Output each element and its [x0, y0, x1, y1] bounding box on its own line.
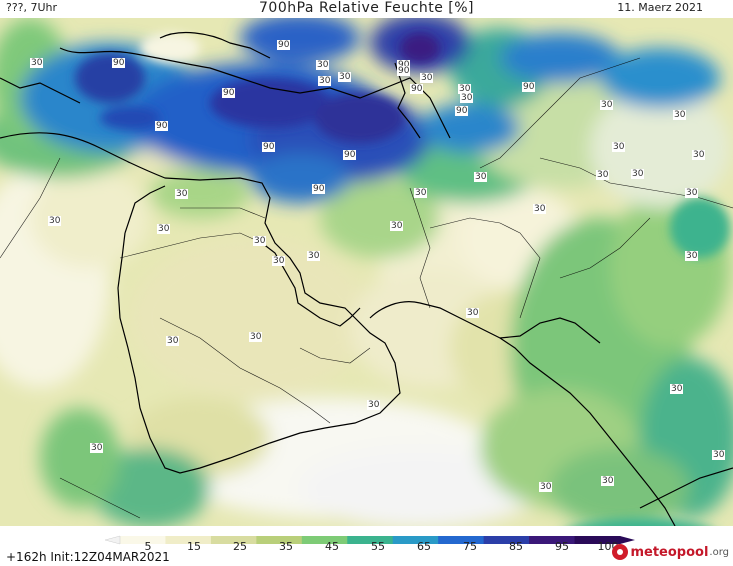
- forecast-run-info: +162h Init:12Z04MAR2021: [6, 550, 170, 564]
- logo-suffix: .org: [709, 546, 729, 558]
- contour-label: 30: [692, 150, 706, 160]
- valid-day-label: ???, 7Uhr: [6, 1, 58, 14]
- colorbar-tick-label: 25: [233, 540, 247, 553]
- borders: [0, 57, 733, 519]
- contour-label: 90: [522, 82, 536, 92]
- contour-label: 30: [272, 256, 286, 266]
- contour-label: 30: [460, 93, 474, 103]
- contour-label: 30: [48, 216, 62, 226]
- logo-dot-icon: [612, 544, 629, 560]
- contour-label: 90: [343, 150, 357, 160]
- contour-label: 30: [157, 224, 171, 234]
- colorbar-swatches: [104, 535, 635, 545]
- contour-label: 30: [673, 110, 687, 120]
- colorbar-tick-label: 95: [555, 540, 569, 553]
- contour-label: 30: [631, 169, 645, 179]
- contour-label: 90: [155, 121, 169, 131]
- colorbar-swatch: [165, 536, 212, 544]
- contour-label: 30: [307, 251, 321, 261]
- colorbar-tick-label: 55: [371, 540, 385, 553]
- humidity-field: [0, 18, 733, 526]
- map-title: 700hPa Relative Feuchte [%]: [259, 0, 474, 16]
- logo-text: meteopool: [630, 544, 709, 560]
- contour-label: 30: [539, 482, 553, 492]
- contour-label: 90: [312, 184, 326, 194]
- coastlines: [0, 32, 733, 526]
- colorbar-swatch: [574, 536, 621, 544]
- contour-label: 30: [596, 170, 610, 180]
- contour-label: 30: [670, 384, 684, 394]
- contour-label: 90: [277, 40, 291, 50]
- humidity-map: 30 90 90 90 30 90 90 90 30 90 90 30 90 9…: [0, 18, 733, 526]
- contour-label: 30: [685, 251, 699, 261]
- contour-label: 30: [30, 58, 44, 68]
- contour-label: 30: [712, 450, 726, 460]
- contour-label: 30: [420, 73, 434, 83]
- contour-label: 90: [455, 106, 469, 116]
- contour-label: 30: [685, 188, 699, 198]
- colorbar-high-arrow: [620, 536, 635, 544]
- colorbar-low-arrow: [104, 535, 121, 545]
- map-header: ???, 7Uhr 700hPa Relative Feuchte [%] 11…: [0, 0, 733, 18]
- contour-label: 30: [253, 236, 267, 246]
- colorbar-swatch: [120, 536, 166, 544]
- contour-label: 90: [397, 66, 411, 76]
- colorbar-tick-label: 75: [463, 540, 477, 553]
- meteopool-logo[interactable]: meteopool .org: [612, 541, 729, 563]
- valid-date-label: 11. Maerz 2021: [617, 1, 703, 14]
- map-footer: 5 15 25 35 45 55 65 75 85 95 100 +162h Init:12Z04M…: [0, 526, 733, 566]
- contour-label: 30: [612, 142, 626, 152]
- colorbar-swatch: [392, 536, 439, 544]
- colorbar-swatch: [347, 536, 394, 544]
- colorbar-swatch: [438, 536, 485, 544]
- colorbar-tick-label: 5: [144, 540, 152, 553]
- colorbar-swatch: [210, 536, 257, 544]
- contour-label: 30: [318, 76, 332, 86]
- colorbar-swatch: [483, 536, 530, 544]
- contour-label: 30: [367, 400, 381, 410]
- colorbar-swatch: [256, 536, 303, 544]
- contour-label: 30: [458, 84, 472, 94]
- colorbar-tick-label: 65: [417, 540, 431, 553]
- contour-label: 30: [474, 172, 488, 182]
- contour-label: 90: [222, 88, 236, 98]
- contour-label: 30: [90, 443, 104, 453]
- contour-label: 30: [338, 72, 352, 82]
- contour-label: 30: [533, 204, 547, 214]
- contour-label: 30: [175, 189, 189, 199]
- contour-label: 30: [414, 188, 428, 198]
- colorbar-swatch: [301, 536, 348, 544]
- colorbar-tick-label: 85: [509, 540, 523, 553]
- contour-label: 30: [601, 476, 615, 486]
- contour-label: 30: [316, 60, 330, 70]
- contour-label: 90: [112, 58, 126, 68]
- contour-label: 30: [466, 308, 480, 318]
- contour-label: 30: [166, 336, 180, 346]
- contour-label: 90: [410, 84, 424, 94]
- colorbar-tick-label: 35: [279, 540, 293, 553]
- contour-label: 90: [397, 60, 411, 70]
- colorbar-tick-label: 45: [325, 540, 339, 553]
- contour-label: 90: [262, 142, 276, 152]
- colorbar: [104, 531, 635, 550]
- contour-label: 30: [249, 332, 263, 342]
- colorbar-tick-label: 15: [187, 540, 201, 553]
- colorbar-swatch: [529, 536, 576, 544]
- contour-label: 30: [600, 100, 614, 110]
- contour-label: 30: [390, 221, 404, 231]
